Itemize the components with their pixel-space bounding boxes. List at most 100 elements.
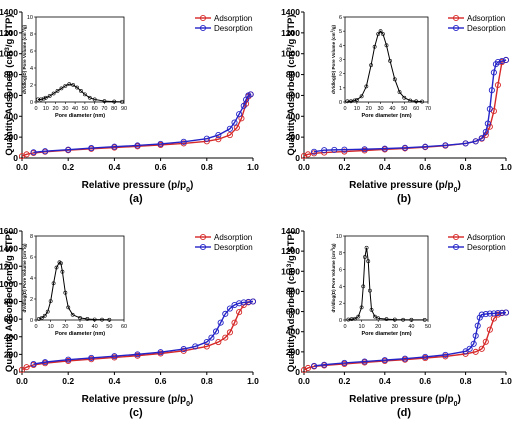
data-point-desorption (478, 135, 485, 142)
inset-frame (344, 16, 429, 103)
y-axis-title: Quantity Adsorbed (cm3/g STP) (286, 231, 298, 372)
y-axis-title-part: /g STP) (286, 14, 297, 47)
x-tick-label: 0.4 (108, 162, 120, 172)
data-point-desorption (331, 146, 338, 153)
x-axis-title: Relative pressure (p/p0) (82, 394, 194, 408)
x-tick-label: 0.8 (201, 376, 213, 386)
panel-c: 0.0 0.2 0.4 0.6 0.8 1.00200400600800100012001… (0, 226, 259, 419)
data-point-adsorption (494, 81, 501, 89)
data-point-adsorption (341, 148, 348, 155)
data-point-desorption (462, 140, 469, 147)
legend-entry: Adsorption (214, 14, 252, 23)
data-point-desorption (502, 56, 510, 64)
inset-y-tick-label: 4 (30, 66, 33, 72)
data-point-adsorption (215, 136, 222, 143)
data-point-desorption (215, 132, 222, 139)
inset-y-tick-label: 0 (30, 318, 33, 324)
inset-y-tick-label: 2 (30, 83, 33, 89)
inset-x-tick-label: 50 (425, 324, 431, 330)
inset-x-axis-title: Pore diameter (nm) (361, 331, 411, 337)
inset-frame (344, 235, 429, 321)
inset-data-point (71, 83, 76, 87)
series-line-adsorption (303, 311, 507, 371)
data-point-desorption (30, 361, 37, 368)
data-point-desorption (472, 138, 479, 145)
inset-data-point (359, 305, 364, 310)
inset-data-point (409, 317, 414, 322)
data-point-desorption (341, 359, 348, 366)
x-axis-title-part: 0 (186, 401, 190, 408)
inset-x-tick-label: 20 (52, 106, 58, 112)
data-point-adsorption (472, 348, 479, 355)
y-tick-label: 1000 (0, 279, 18, 289)
inset-x-tick-label: 50 (401, 106, 407, 112)
y-tick-label: 400 (4, 332, 18, 342)
inset-data-point (39, 315, 44, 320)
legend-marker (452, 233, 460, 241)
y-axis-title-part: 3 (4, 263, 11, 267)
inset-data-point (372, 314, 377, 319)
data-point-desorption (474, 322, 481, 329)
data-point-desorption (498, 57, 506, 65)
y-tick-label: 800 (4, 70, 18, 80)
x-tick-label: 0.0 (16, 376, 28, 386)
y-tick-label: 1000 (281, 266, 300, 276)
inset-data-point (369, 308, 374, 312)
legend-entry: Adsorption (467, 233, 505, 242)
data-point-desorption (401, 144, 409, 151)
data-point-adsorption (23, 364, 30, 371)
inset-data-point (356, 314, 361, 319)
data-point-desorption (111, 143, 118, 150)
inset-data-point (384, 317, 389, 322)
data-point-desorption (442, 351, 449, 358)
legend-marker (199, 24, 207, 32)
legend-entry: Desorption (467, 243, 506, 252)
inset-data-point (422, 318, 427, 322)
x-axis-title-part: Relative pressure (p/p (349, 180, 453, 191)
data-point-adsorption (222, 334, 229, 341)
data-point-desorption (203, 338, 210, 346)
inset-curve (347, 30, 423, 103)
inset-y-axis-title-part: dV/dlog(D) Pore Volume (cm (331, 251, 336, 313)
data-point-desorption (486, 310, 493, 317)
legend-entry: Desorption (467, 24, 506, 33)
data-point-desorption (492, 61, 499, 68)
x-tick-label: 0.8 (460, 376, 472, 386)
data-point-desorption (486, 105, 493, 113)
inset-data-point (79, 89, 83, 93)
data-point-adsorption (478, 345, 485, 352)
inset-data-point (47, 94, 52, 98)
inset-x-tick-label: 70 (101, 106, 107, 112)
inset-x-tick-label: 0 (343, 324, 346, 330)
inset-curve (38, 261, 110, 321)
y-axis-title-part: Quantity Adsorbed (cm (4, 51, 15, 156)
data-point-desorption (111, 353, 118, 360)
inset-data-point (54, 265, 59, 270)
inset-data-point (402, 95, 407, 100)
x-tick-label: 1.0 (247, 162, 259, 172)
inset-y-tick-label: 1 (339, 86, 342, 92)
x-tick-label: 0.6 (155, 162, 167, 172)
x-axis-title-part: ) (190, 394, 193, 405)
data-point-adsorption (486, 326, 493, 333)
data-point-adsorption (231, 319, 238, 326)
inset-y-tick-label: 10 (336, 234, 342, 240)
x-axis-title: Relative pressure (p/p0) (349, 394, 461, 408)
data-point-desorption (157, 349, 164, 356)
data-point-desorption (442, 142, 449, 149)
inset-plot: 0 10 20 30 40 50 60 70 0 1 2 3 4 5 6 Pore diameter (nm)… (330, 15, 431, 119)
inset-data-point (369, 63, 373, 68)
inset-y-axis-title-part: /g) (331, 243, 336, 249)
inset-data-point (92, 97, 97, 102)
inset-y-tick-label: 6 (339, 268, 342, 274)
inset-data-point (48, 299, 53, 304)
inset-data-point (59, 86, 64, 91)
data-point-desorption (88, 354, 95, 361)
y-tick-label: 600 (286, 307, 300, 317)
inset-y-axis-title-part: /g) (331, 24, 336, 30)
inset-data-point (87, 95, 92, 100)
data-point-adsorption (180, 347, 187, 354)
inset-data-point (42, 313, 47, 318)
y-tick-label: 600 (4, 90, 18, 100)
y-axis-title-part: Quantity Adsorbed (cm (4, 267, 15, 372)
